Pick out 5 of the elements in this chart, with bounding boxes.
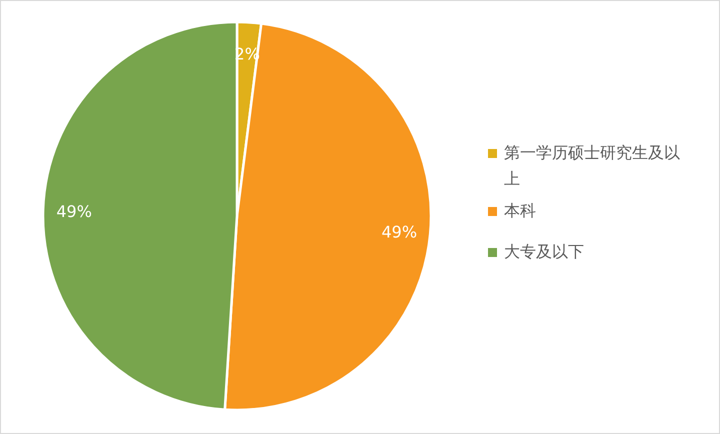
legend-label: 大专及以下: [504, 242, 584, 261]
legend-label: 本科: [504, 201, 536, 220]
legend-label: 第一学历硕士研究生及以上: [504, 143, 680, 188]
data-label: 49%: [56, 202, 92, 221]
data-label: 49%: [381, 222, 418, 242]
